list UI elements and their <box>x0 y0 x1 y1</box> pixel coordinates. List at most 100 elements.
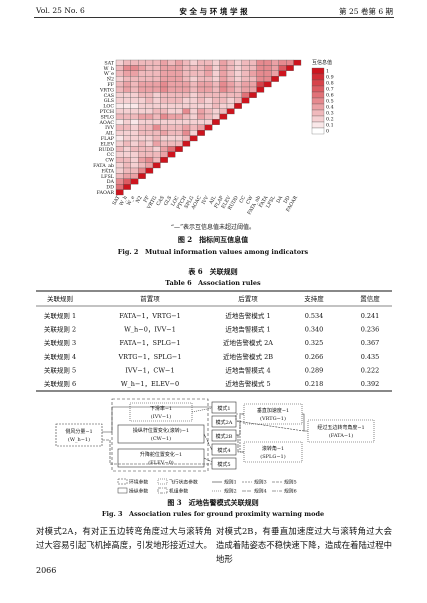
heatmap-cell <box>115 119 124 125</box>
heatmap-cell <box>241 76 250 82</box>
heatmap-cell <box>115 59 124 66</box>
table-cell: FATA−1，SPLG−1 <box>120 339 181 347</box>
heatmap-cell <box>160 124 168 131</box>
heatmap-cell <box>152 86 161 93</box>
heatmap-cell <box>123 86 131 93</box>
diagram-labels: 侧风分量−1 (W_h−1) 下滑率−1 (IVV−1) 操纵杆位置变化(滚转)… <box>65 405 364 468</box>
heatmap-cell <box>175 92 183 98</box>
heatmap-cell <box>204 86 213 93</box>
table-cell: 0.367 <box>361 339 380 347</box>
heatmap-cell <box>234 76 242 82</box>
table-cell: 关联规则 2 <box>44 325 76 334</box>
heatmap-cell <box>160 146 168 152</box>
heatmap-cell <box>145 162 154 169</box>
heatmap-cell <box>130 135 139 142</box>
heatmap-cell <box>138 65 146 71</box>
heatmap-cell <box>175 103 183 109</box>
heatmap-cell <box>175 130 183 136</box>
heatmap-cell <box>123 157 131 163</box>
heatmap-cell <box>286 65 294 71</box>
mode-label: 模式2A <box>216 419 233 426</box>
heatmap-cell <box>138 124 146 131</box>
heatmap-cell <box>175 146 183 152</box>
legend-swatch <box>311 127 325 135</box>
heatmap-cell <box>256 59 265 66</box>
heatmap-cell <box>138 162 146 169</box>
connector <box>102 406 212 433</box>
heatmap-cell <box>197 108 205 115</box>
heatmap-cell <box>167 76 176 82</box>
column-label: GLS <box>163 195 173 207</box>
heatmap-cell <box>152 157 161 163</box>
row-label: FF <box>107 82 114 88</box>
heatmap-cell <box>197 97 205 104</box>
heatmap-cell <box>212 65 220 71</box>
row-label: IVV <box>105 125 114 131</box>
heatmap-cell <box>189 59 198 66</box>
heatmap-cell <box>123 119 131 125</box>
heatmap-cell <box>263 65 272 71</box>
heatmap-cell <box>167 65 176 71</box>
heatmap-cell <box>182 103 191 109</box>
connector <box>203 433 213 451</box>
mode-box <box>211 429 237 442</box>
heatmap-cell <box>241 65 250 71</box>
heatmap-cell <box>138 113 146 120</box>
legend-swatch <box>117 487 128 494</box>
heatmap-cell <box>189 130 198 136</box>
legend-label: 规则5 <box>284 479 297 486</box>
heatmap-cell <box>182 81 191 88</box>
heatmap-cell <box>160 140 168 147</box>
heatmap-cell <box>204 97 213 104</box>
heatmap-cell <box>123 173 131 179</box>
heatmap-cell <box>189 92 198 98</box>
heatmap-cell <box>152 140 161 147</box>
table-cell: 关联规则 6 <box>44 379 76 388</box>
node-label: (ELEV−0) <box>148 459 174 466</box>
heatmap-cell <box>123 65 131 71</box>
connector <box>235 413 244 421</box>
legend-label: 操纵参数 <box>129 488 148 495</box>
heatmap-cell <box>145 167 154 174</box>
heatmap-cell <box>234 103 242 109</box>
heatmap-cell <box>145 81 154 88</box>
heatmap-cell <box>138 167 146 174</box>
heatmap-cell <box>175 76 183 82</box>
row-label: CC <box>107 152 115 158</box>
heatmap-cell <box>189 65 198 71</box>
heatmap-cell <box>204 119 213 125</box>
heatmap-cell <box>256 65 265 71</box>
heatmap-cell <box>263 59 272 66</box>
heatmap-cell <box>175 81 183 88</box>
table-cell: 关联规则 3 <box>44 338 76 347</box>
mode-label: 模式5 <box>217 461 230 468</box>
heatmap-cell <box>249 81 257 88</box>
column-label: W_e <box>126 195 136 207</box>
heatmap-cell <box>123 130 131 136</box>
mode-box <box>211 415 237 428</box>
heatmap-cell <box>152 162 161 169</box>
heatmap-cell <box>212 113 220 120</box>
column-label: SAT <box>111 194 121 206</box>
heatmap-cell <box>234 81 242 88</box>
heatmap-cell <box>256 70 265 77</box>
table-cell: 关联规则 1 <box>44 311 76 320</box>
heatmap-cell <box>234 65 242 71</box>
heatmap-cell <box>182 130 191 136</box>
heatmap-cell <box>115 86 124 93</box>
legend-tick-label: 0.9 <box>326 75 334 81</box>
heatmap-cell <box>145 97 154 104</box>
heatmap-cell <box>138 76 146 82</box>
heatmap-cell <box>123 124 131 131</box>
node-label: (W_h−1) <box>68 436 90 443</box>
heatmap-cell <box>167 146 176 152</box>
heatmap-cell <box>212 92 220 98</box>
heatmap-cell <box>204 124 213 131</box>
heatmap-cell <box>249 76 257 82</box>
heatmap-cell <box>115 189 124 196</box>
heatmap-cell <box>152 151 161 158</box>
heatmap-cell <box>212 70 220 77</box>
heatmap-cell <box>226 92 235 98</box>
heatmap-cell <box>175 108 183 115</box>
